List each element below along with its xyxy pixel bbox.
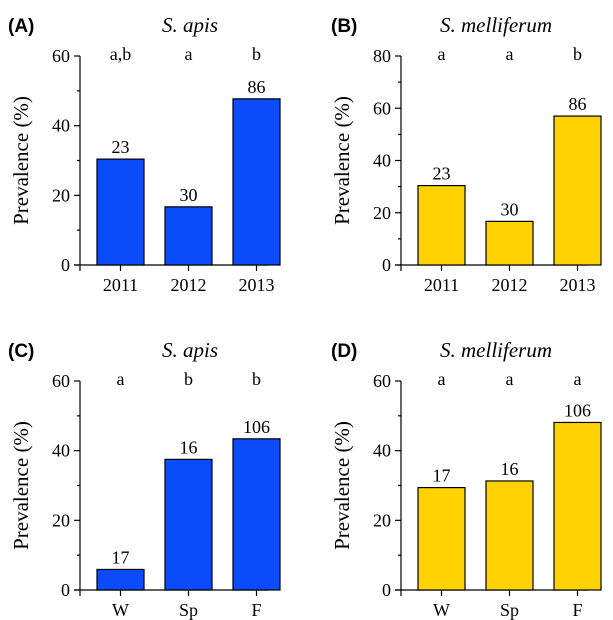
bar-value-label: 23 bbox=[433, 164, 451, 184]
significance-label: a bbox=[506, 369, 514, 389]
panel-title: S. apis bbox=[162, 13, 218, 37]
y-tick-label: 0 bbox=[61, 255, 70, 275]
bar-W bbox=[96, 568, 145, 591]
x-tick-label: Sp bbox=[179, 600, 198, 620]
y-tick-label: 0 bbox=[382, 580, 391, 600]
bar-2012 bbox=[485, 220, 534, 266]
chart-panel-4: (D) S. melliferum Prevalence (%) 0 20 40 60 W 17… bbox=[330, 338, 602, 620]
x-tick-label: 2012 bbox=[492, 275, 528, 295]
x-tick-label: W bbox=[112, 600, 129, 620]
significance-label: b bbox=[573, 44, 582, 64]
y-tick-label: 0 bbox=[382, 255, 391, 275]
significance-label: a bbox=[117, 369, 125, 389]
bar-value-label: 106 bbox=[564, 400, 591, 420]
panel-letter: (C) bbox=[8, 341, 34, 362]
bar-2013 bbox=[553, 115, 602, 266]
y-tick-label: 20 bbox=[52, 185, 70, 205]
y-tick-label: 40 bbox=[52, 441, 70, 461]
y-axis-label: Prevalence (%) bbox=[330, 96, 354, 225]
chart-panel-1: (A) S. apis Prevalence (%) 0 20 40 60 2011 23 a,b… bbox=[8, 13, 281, 295]
panel-letter: (D) bbox=[331, 341, 357, 362]
bar-Sp bbox=[164, 458, 213, 591]
x-tick-label: Sp bbox=[500, 600, 519, 620]
significance-label: b bbox=[252, 369, 261, 389]
bar-value-label: 17 bbox=[112, 547, 130, 567]
panel-title: S. melliferum bbox=[440, 338, 552, 362]
bar-value-label: 16 bbox=[180, 437, 198, 457]
bar-F bbox=[553, 421, 602, 591]
bar-value-label: 86 bbox=[569, 94, 587, 114]
x-tick-label: 2011 bbox=[424, 275, 459, 295]
significance-label: a bbox=[506, 44, 514, 64]
panel-title: S. melliferum bbox=[440, 13, 552, 37]
y-tick-label: 40 bbox=[52, 116, 70, 136]
y-tick-label: 40 bbox=[373, 151, 391, 171]
x-tick-label: 2013 bbox=[239, 275, 275, 295]
bar-2011 bbox=[96, 158, 145, 266]
significance-label: a bbox=[574, 369, 582, 389]
y-tick-label: 60 bbox=[373, 98, 391, 118]
bar-value-label: 16 bbox=[501, 459, 519, 479]
significance-label: b bbox=[184, 369, 193, 389]
y-axis-label: Prevalence (%) bbox=[9, 421, 33, 550]
significance-label: a bbox=[185, 44, 193, 64]
panel-letter: (A) bbox=[8, 16, 34, 37]
chart-panel-3: (C) S. apis Prevalence (%) 0 20 40 60 W 17 a Sp 16 b… bbox=[8, 338, 281, 620]
y-axis-label: Prevalence (%) bbox=[9, 96, 33, 225]
chart-panel-2: (B) S. melliferum Prevalence (%) 0 20 40 60 80 2… bbox=[330, 13, 602, 295]
y-tick-label: 60 bbox=[373, 371, 391, 391]
bar-2011 bbox=[417, 184, 466, 266]
x-tick-label: F bbox=[572, 600, 582, 620]
y-axis-label: Prevalence (%) bbox=[330, 421, 354, 550]
x-tick-label: 2011 bbox=[103, 275, 138, 295]
bar-value-label: 30 bbox=[180, 185, 198, 205]
bar-value-label: 30 bbox=[501, 199, 519, 219]
bar-value-label: 17 bbox=[433, 466, 451, 486]
bar-2012 bbox=[164, 206, 213, 266]
y-tick-label: 60 bbox=[52, 46, 70, 66]
significance-label: a bbox=[438, 369, 446, 389]
bar-value-label: 86 bbox=[248, 77, 266, 97]
y-tick-label: 20 bbox=[373, 203, 391, 223]
y-tick-label: 20 bbox=[52, 510, 70, 530]
y-tick-label: 80 bbox=[373, 46, 391, 66]
bar-value-label: 23 bbox=[112, 137, 130, 157]
y-tick-label: 40 bbox=[373, 441, 391, 461]
significance-label: a bbox=[438, 44, 446, 64]
bar-2013 bbox=[232, 98, 281, 266]
y-tick-label: 20 bbox=[373, 510, 391, 530]
x-tick-label: 2012 bbox=[171, 275, 207, 295]
x-tick-label: W bbox=[433, 600, 450, 620]
bar-F bbox=[232, 438, 281, 591]
x-tick-label: F bbox=[251, 600, 261, 620]
x-tick-label: 2013 bbox=[560, 275, 596, 295]
significance-label: a,b bbox=[110, 44, 132, 64]
bar-value-label: 106 bbox=[243, 417, 270, 437]
bar-W bbox=[417, 486, 466, 591]
significance-label: b bbox=[252, 44, 261, 64]
panel-title: S. apis bbox=[162, 338, 218, 362]
panel-letter: (B) bbox=[331, 16, 357, 37]
bar-Sp bbox=[485, 480, 534, 591]
y-tick-label: 0 bbox=[61, 580, 70, 600]
y-tick-label: 60 bbox=[52, 371, 70, 391]
